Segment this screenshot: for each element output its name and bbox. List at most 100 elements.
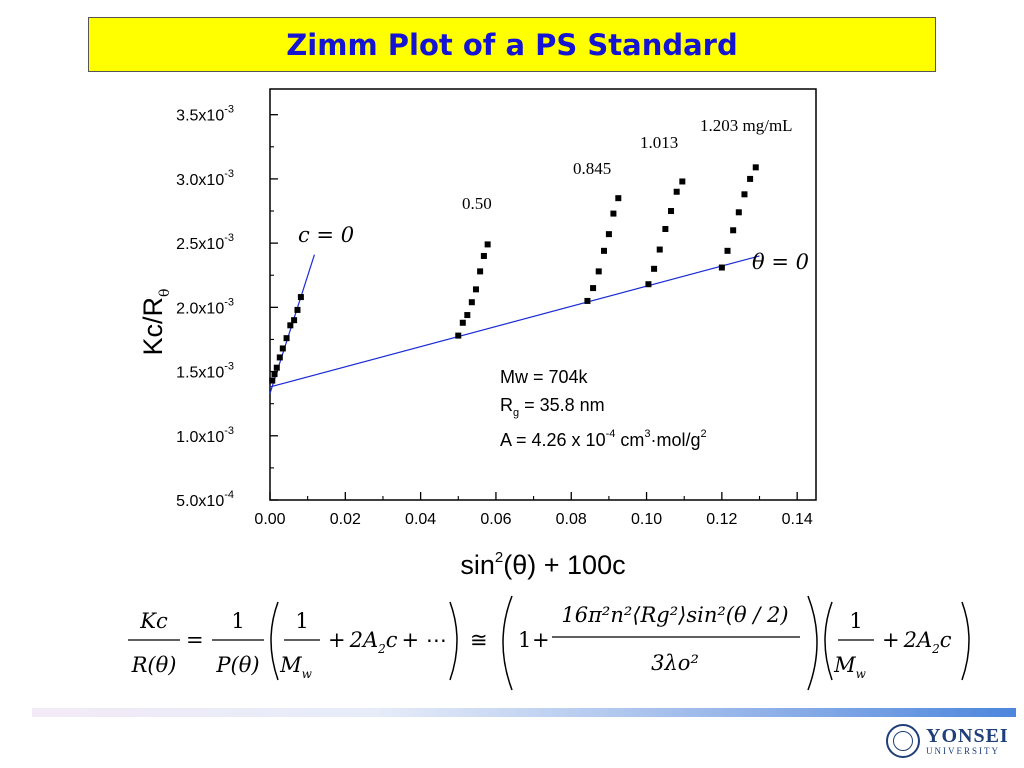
y-axis-label: Kc/Rθ bbox=[138, 289, 173, 356]
data-point bbox=[735, 209, 742, 216]
y-tick-label: 5.0x10-4 bbox=[176, 489, 234, 510]
x-tick-label: 0.14 bbox=[782, 511, 813, 528]
eq-term-1: +2A2c + ⋯ bbox=[328, 628, 447, 656]
logo-main-text: YONSEI bbox=[926, 725, 1009, 747]
y-tick-label: 2.5x10-3 bbox=[176, 232, 234, 253]
eq-m-den-2: Mw bbox=[833, 653, 867, 681]
concentration-labels: 0.50 0.845 1.013 1.203 mg/mL bbox=[462, 116, 793, 213]
eq-p-frac: 1 P(θ) bbox=[212, 609, 264, 677]
data-point bbox=[271, 371, 278, 378]
slide-title: Zimm Plot of a PS Standard bbox=[286, 27, 738, 62]
eq-m-frac-2: 1 Mw bbox=[833, 609, 874, 681]
data-point bbox=[752, 164, 759, 171]
label-conc-1203: 1.203 mg/mL bbox=[700, 116, 793, 135]
y-axis-ticks: 5.0x10-4 1.0x10-3 1.5x10-3 2.0x10-3 2.5x10-3… bbox=[176, 104, 278, 510]
data-point bbox=[276, 354, 283, 361]
label-conc-1013: 1.013 bbox=[640, 133, 678, 152]
data-points bbox=[269, 164, 759, 384]
eq-big-num: 16π²n²⟨Rg²⟩sin²(θ / 2) bbox=[561, 603, 788, 627]
plot-frame bbox=[269, 88, 817, 501]
data-point bbox=[455, 332, 462, 339]
data-point bbox=[605, 231, 612, 238]
y-tick-label: 3.0x10-3 bbox=[176, 168, 234, 189]
x-tick-label: 0.10 bbox=[631, 511, 662, 528]
data-point bbox=[724, 247, 731, 254]
data-point bbox=[283, 335, 290, 342]
x-tick-label: 0.04 bbox=[405, 511, 436, 528]
label-conc-0845: 0.845 bbox=[573, 159, 611, 178]
eq-one-4: 1 bbox=[849, 609, 862, 633]
x-tick-label: 0.02 bbox=[330, 511, 361, 528]
label-conc-050: 0.50 bbox=[462, 194, 492, 213]
x-tick-label: 0.12 bbox=[706, 511, 737, 528]
x-axis-label-rest: (θ) + 100c bbox=[503, 550, 625, 580]
eq-lhs: Kc R(θ) bbox=[128, 609, 180, 677]
eq-lhs-den: R(θ) bbox=[131, 653, 177, 677]
x-axis-label: sin2(θ) + 100c bbox=[460, 549, 625, 580]
data-point bbox=[297, 294, 304, 301]
eq-one-2: 1 bbox=[295, 609, 308, 633]
data-point bbox=[287, 322, 294, 329]
data-point bbox=[464, 312, 471, 319]
y-tick-label: 1.0x10-3 bbox=[176, 425, 234, 446]
eq-big-den: 3λo² bbox=[651, 651, 699, 675]
data-point bbox=[645, 281, 652, 288]
fit-line-theta-zero bbox=[269, 255, 760, 388]
data-point bbox=[668, 208, 675, 215]
data-point bbox=[718, 264, 725, 271]
eq-equals: = bbox=[186, 628, 204, 652]
data-point bbox=[468, 299, 475, 306]
x-tick-label: 0.08 bbox=[556, 511, 587, 528]
data-point bbox=[477, 268, 484, 275]
eq-m-frac: 1 Mw bbox=[279, 609, 320, 681]
data-point bbox=[590, 285, 597, 292]
eq-lhs-num: Kc bbox=[139, 609, 168, 633]
result-rg: Rg = 35.8 nm bbox=[500, 395, 605, 419]
eq-term-2: +2A2c bbox=[882, 628, 952, 656]
result-mw: Mw = 704k bbox=[500, 367, 589, 387]
university-seal-icon bbox=[886, 724, 920, 758]
y-axis-label-sub: θ bbox=[157, 289, 173, 297]
data-point bbox=[584, 297, 591, 304]
data-point bbox=[480, 252, 487, 259]
label-theta-zero: θ = 0 bbox=[752, 250, 809, 274]
eq-m-den: Mw bbox=[279, 653, 313, 681]
result-a2: A = 4.26 x 10-4 cm3·mol/g2 bbox=[500, 428, 707, 450]
eq-approx: ≅ bbox=[470, 628, 488, 652]
data-point bbox=[651, 265, 658, 272]
data-point bbox=[459, 319, 466, 326]
zimm-equation: Kc R(θ) = 1 P(θ) 1 Mw +2A2c + ⋯ ≅ 1 + 16π… bbox=[128, 595, 970, 691]
data-point bbox=[472, 286, 479, 293]
x-tick-label: 0.06 bbox=[480, 511, 511, 528]
eq-p-den: P(θ) bbox=[215, 653, 259, 677]
eq-plus-2: + bbox=[532, 628, 550, 652]
data-point bbox=[273, 364, 280, 371]
data-point bbox=[269, 377, 276, 384]
x-axis-label-sup: 2 bbox=[495, 549, 503, 566]
data-point bbox=[679, 178, 686, 185]
logo-sub-text: UNIVERSITY bbox=[926, 746, 1000, 756]
data-point bbox=[615, 195, 622, 202]
x-axis-label-main: sin bbox=[460, 550, 495, 580]
zimm-plot: 0.00 0.02 0.04 0.06 0.08 0.10 0.12 0.14 5.0x10-… bbox=[138, 88, 817, 580]
data-point bbox=[673, 188, 680, 195]
data-point bbox=[294, 306, 301, 313]
data-point bbox=[747, 175, 754, 182]
data-point bbox=[656, 246, 663, 253]
x-axis-ticks: 0.00 0.02 0.04 0.06 0.08 0.10 0.12 0.14 bbox=[254, 492, 813, 528]
data-point bbox=[484, 241, 491, 248]
data-point bbox=[291, 317, 298, 324]
eq-one-3: 1 bbox=[518, 628, 531, 652]
data-point bbox=[279, 345, 286, 352]
data-point bbox=[730, 227, 737, 234]
title-banner: Zimm Plot of a PS Standard bbox=[88, 17, 936, 72]
data-point bbox=[610, 210, 617, 217]
y-tick-label: 1.5x10-3 bbox=[176, 361, 234, 382]
y-tick-label: 2.0x10-3 bbox=[176, 296, 234, 317]
university-logo: YONSEI UNIVERSITY bbox=[886, 724, 1009, 758]
y-axis-label-main: Kc/R bbox=[138, 297, 168, 356]
eq-one-1: 1 bbox=[231, 609, 244, 633]
data-point bbox=[662, 225, 669, 232]
data-point bbox=[741, 191, 748, 198]
y-tick-label: 3.5x10-3 bbox=[176, 104, 234, 125]
